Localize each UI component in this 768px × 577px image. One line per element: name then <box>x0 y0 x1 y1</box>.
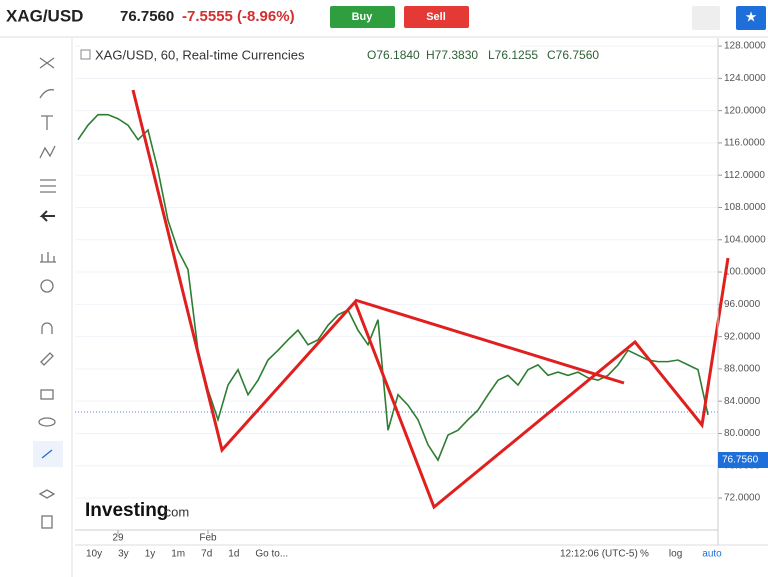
y-tick-label: 128.0000 <box>724 41 766 52</box>
legend-high: H77.3830 <box>426 48 478 62</box>
range-button[interactable]: 3y <box>118 549 129 560</box>
option-button[interactable]: log <box>669 549 682 560</box>
tool-icon[interactable] <box>40 389 54 400</box>
y-tick-label: 72.0000 <box>724 493 761 504</box>
tool-icon[interactable] <box>39 145 56 159</box>
y-tick-label: 96.0000 <box>724 299 761 310</box>
logo: Investing <box>85 500 168 521</box>
trendline <box>131 89 730 510</box>
legend-bg <box>80 45 520 67</box>
left-toolbar <box>33 57 63 529</box>
tool-icon[interactable] <box>40 352 54 366</box>
option-button[interactable]: auto <box>702 549 722 560</box>
tool-icon[interactable] <box>38 489 56 499</box>
range-button[interactable]: Go to... <box>255 549 288 560</box>
change: -7.5555 (-8.96%) <box>182 8 295 25</box>
price-tag-label: 76.7560 <box>722 455 759 466</box>
symbol: XAG/USD <box>6 6 83 25</box>
range-button[interactable]: 1y <box>145 549 156 560</box>
tool-icon[interactable] <box>41 322 53 334</box>
trendline <box>354 298 625 385</box>
y-tick-label: 88.0000 <box>724 364 761 375</box>
price-tag <box>718 452 768 468</box>
buy-label: Buy <box>352 11 374 23</box>
star-icon: ★ <box>745 9 758 25</box>
drawn-trendlines <box>131 89 730 510</box>
y-tick-label: 84.0000 <box>724 396 761 407</box>
tool-icon[interactable] <box>38 417 56 427</box>
tool-icon[interactable] <box>41 515 53 529</box>
bottom-toolbar: 12:12:06 (UTC-5) 10y 3y 1y 1m 7d 1d Go to...% l… <box>86 549 722 560</box>
y-tick-label: 120.0000 <box>724 105 766 116</box>
sell-label: Sell <box>426 11 446 23</box>
y-tick-label: 104.0000 <box>724 234 766 245</box>
option-button[interactable]: % <box>640 549 649 560</box>
range-button[interactable]: 7d <box>201 549 212 560</box>
range-button[interactable]: 1m <box>171 549 185 560</box>
tool-icon[interactable] <box>39 210 55 222</box>
x-tick-label: 29 <box>112 533 124 544</box>
tool-icon[interactable] <box>40 279 54 293</box>
legend-title: XAG/USD, 60, Real-time Currencies <box>95 47 305 62</box>
legend-open: O76.1840 <box>367 48 420 62</box>
y-tick-label: 112.0000 <box>724 170 765 181</box>
y-tick-label: 108.0000 <box>724 202 766 213</box>
tool-icon[interactable] <box>40 179 56 193</box>
alert-button[interactable] <box>692 6 720 30</box>
x-tick-label: Feb <box>199 533 217 544</box>
y-tick-label: 100.0000 <box>724 267 766 278</box>
range-button[interactable]: 1d <box>228 549 239 560</box>
buy-button[interactable] <box>330 6 395 28</box>
tool-icon[interactable] <box>41 449 53 459</box>
legend-low: L76.1255 <box>488 48 538 62</box>
tool-icon[interactable] <box>41 115 53 130</box>
y-tick-label: 80.0000 <box>724 428 761 439</box>
legend-close: C76.7560 <box>547 48 599 62</box>
collapse-icon[interactable] <box>80 49 91 60</box>
price-line-series <box>77 113 709 462</box>
logo-suffix: .com <box>161 504 189 519</box>
clock: 12:12:06 (UTC-5) <box>560 549 638 560</box>
tool-icon[interactable] <box>40 252 56 263</box>
tool-icon[interactable] <box>39 89 55 99</box>
y-tick-label: 116.0000 <box>724 138 765 149</box>
watch-button[interactable] <box>736 6 766 30</box>
tool-icon[interactable] <box>39 57 55 69</box>
price: 76.7560 <box>120 8 174 25</box>
y-tick-label: 124.0000 <box>724 73 766 84</box>
y-tick-label: 92.0000 <box>724 331 761 342</box>
range-button[interactable]: 10y <box>86 549 102 560</box>
sell-button[interactable] <box>404 6 469 28</box>
